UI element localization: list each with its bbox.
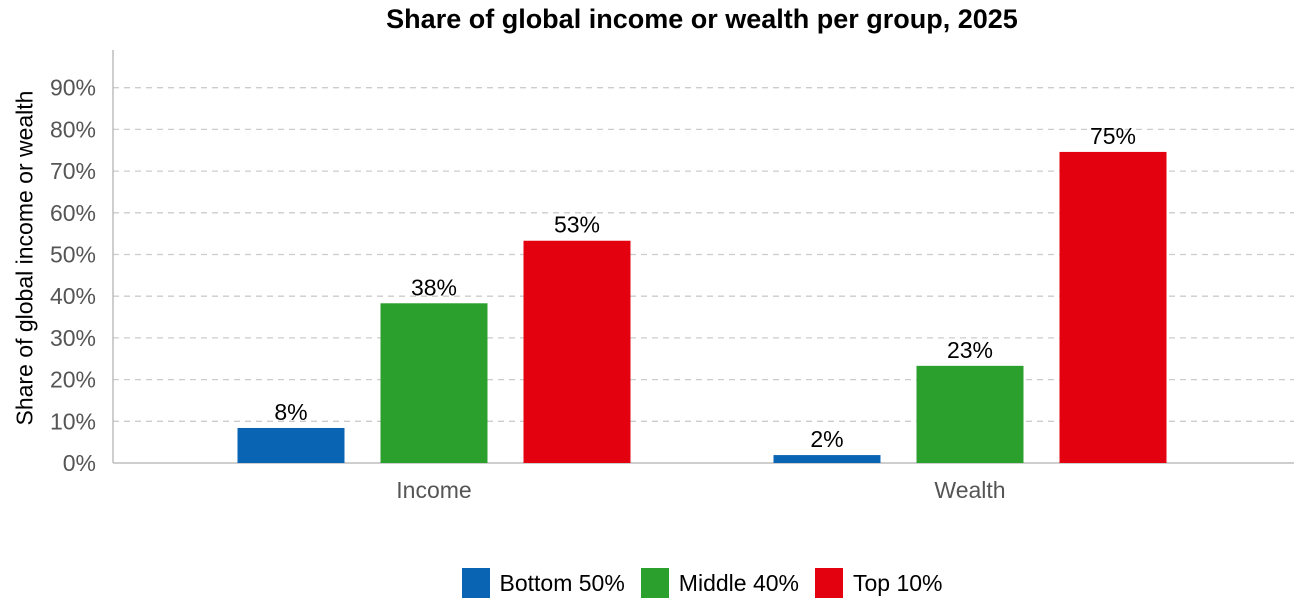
y-tick-label: 10% [50, 408, 96, 434]
bar [237, 427, 345, 463]
legend-swatch [640, 568, 669, 598]
bar [773, 455, 881, 463]
data-label: 38% [411, 274, 457, 300]
legend-label: Middle 40% [678, 569, 799, 596]
y-tick-label: 60% [50, 200, 96, 226]
data-label: 23% [947, 337, 993, 363]
y-tick-label: 20% [50, 367, 96, 393]
chart-title: Share of global income or wealth per gro… [386, 4, 1018, 34]
bars [237, 151, 1167, 463]
bar [916, 365, 1024, 463]
x-tick-label: Wealth [934, 477, 1005, 503]
legend-item: Top 10% [814, 568, 943, 598]
y-tick-label: 50% [50, 242, 96, 268]
bar-chart: 0% 10% 20% 30% 40% 50% 60% 70% 80% 90% Income Wealt… [50, 50, 1294, 503]
legend-item: Bottom 50% [461, 568, 625, 598]
y-tick-label: 0% [63, 450, 96, 476]
data-label: 75% [1090, 123, 1136, 149]
data-label: 53% [554, 212, 600, 238]
bar [380, 303, 488, 463]
x-tick-label: Income [396, 477, 471, 503]
legend-swatch [814, 568, 843, 598]
bar [523, 240, 631, 463]
y-tick-label: 70% [50, 158, 96, 184]
y-tick-label: 90% [50, 75, 96, 101]
legend-swatch [461, 568, 490, 598]
legend-label: Bottom 50% [499, 569, 625, 596]
data-labels: 8% 38% 53% 2% 23% 75% [274, 123, 1136, 452]
legend: Bottom 50% Middle 40% Top 10% [0, 568, 1316, 598]
bar [1059, 151, 1167, 463]
y-tick-label: 30% [50, 325, 96, 351]
data-label: 2% [810, 426, 843, 452]
data-label: 8% [274, 399, 307, 425]
y-tick-label: 80% [50, 116, 96, 142]
legend-item: Middle 40% [640, 568, 799, 598]
legend-label: Top 10% [852, 569, 943, 596]
y-tick-label: 40% [50, 283, 96, 309]
